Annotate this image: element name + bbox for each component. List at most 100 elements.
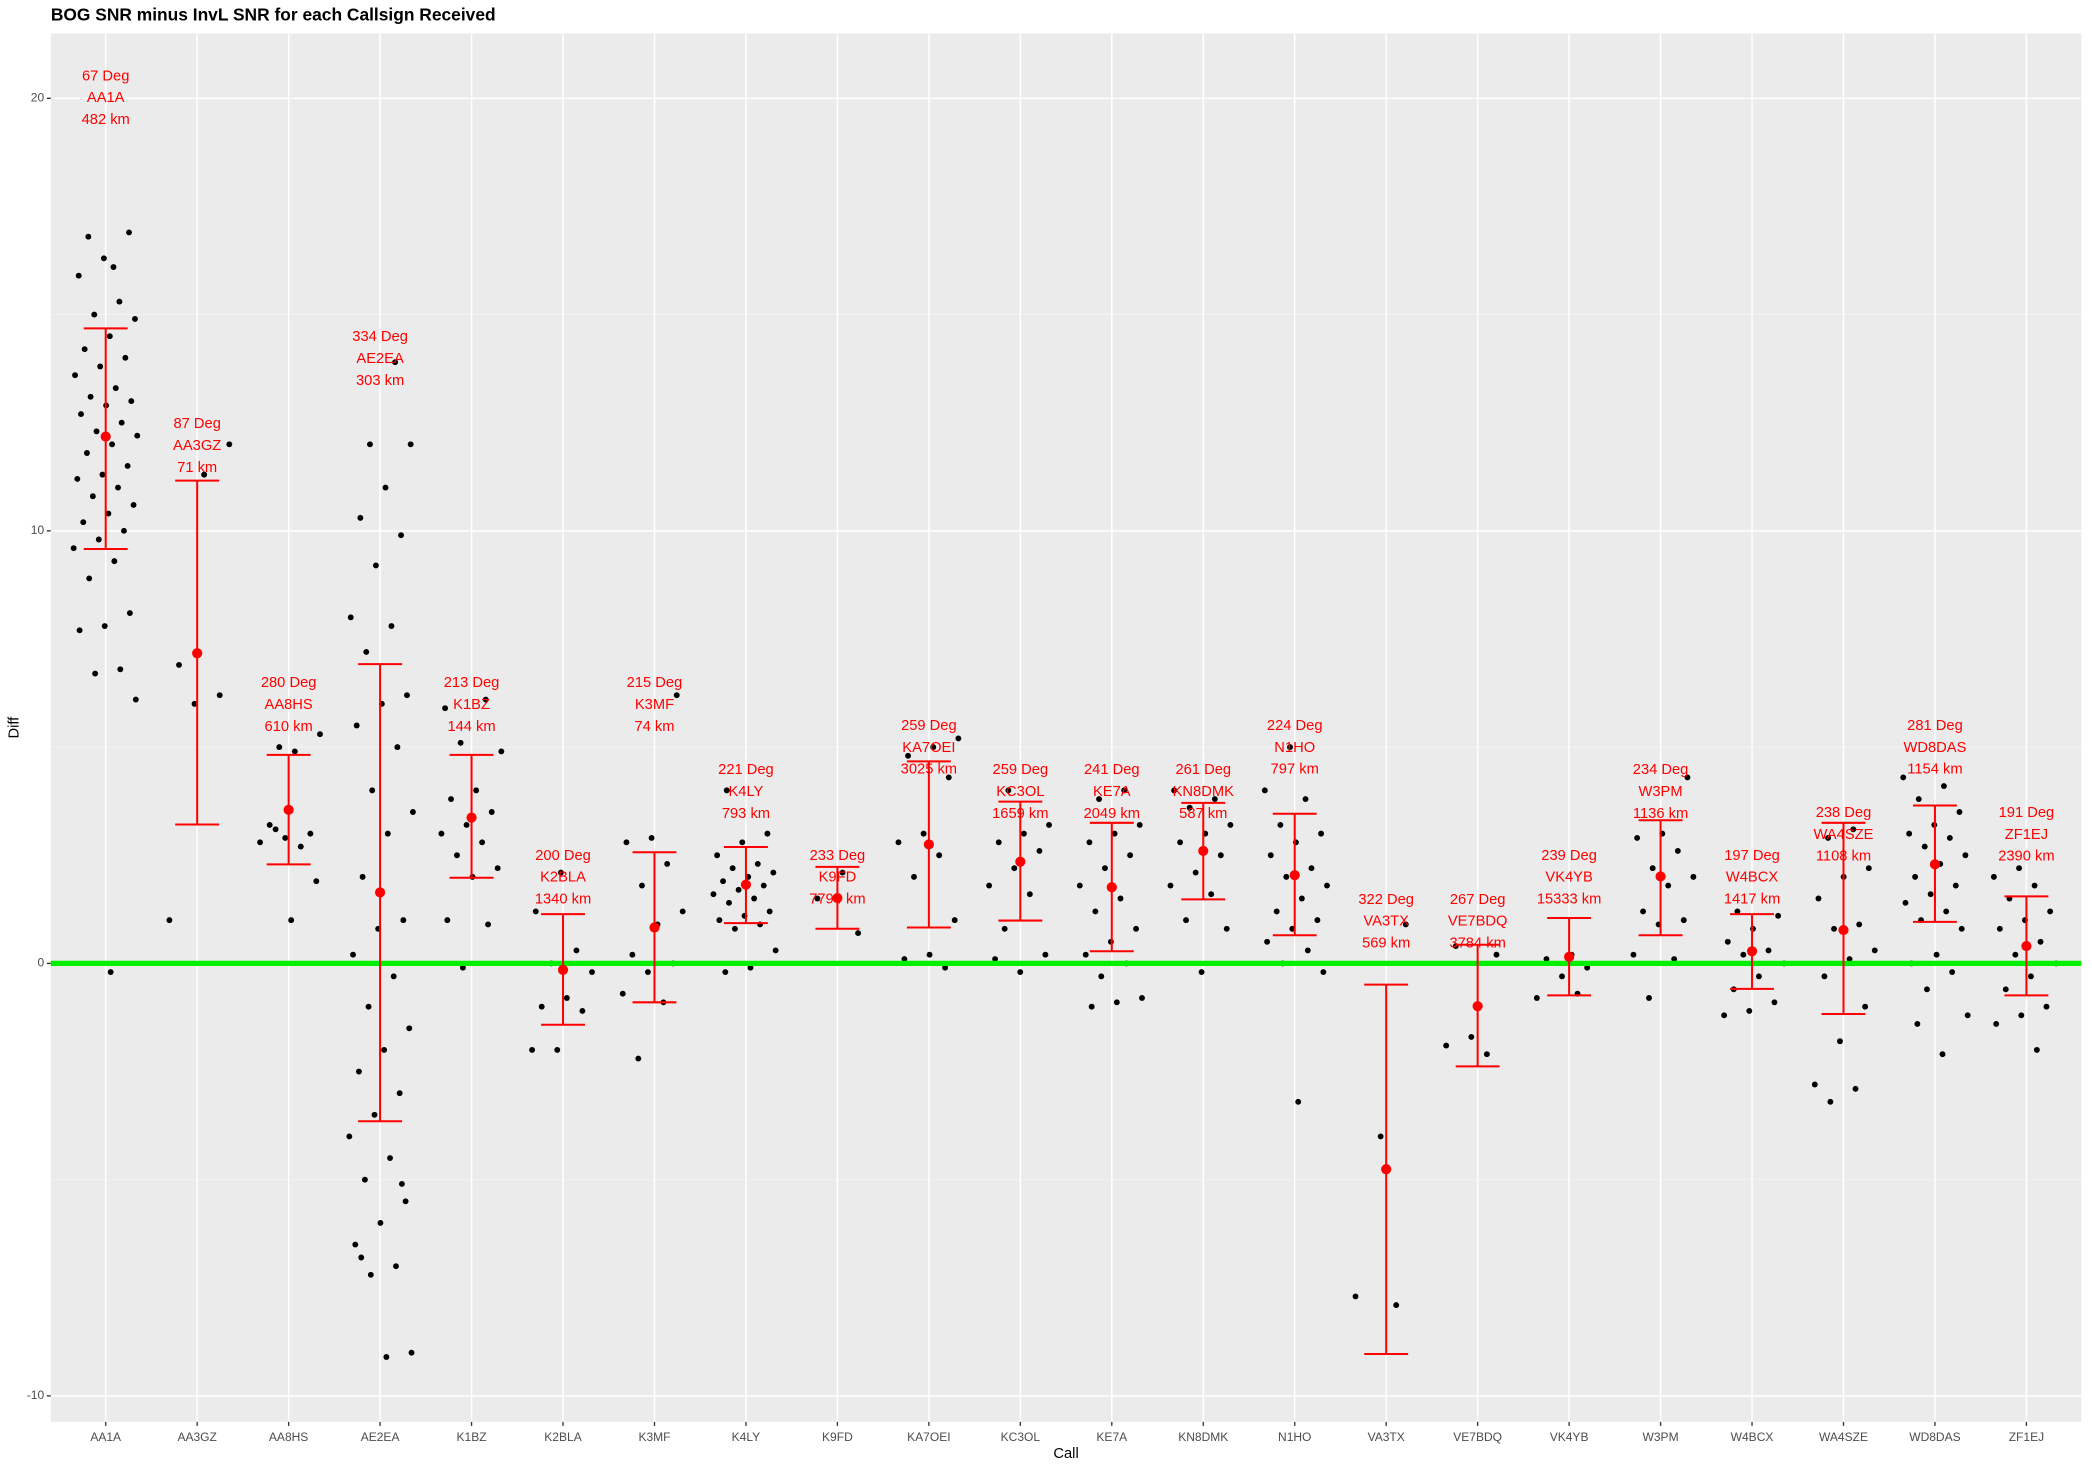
mean-point [1198, 845, 1209, 857]
data-point [473, 787, 480, 794]
data-point [1665, 882, 1672, 889]
x-tick-label: K3MF [638, 1430, 670, 1444]
y-tick-label: 0 [37, 956, 44, 970]
data-point [365, 1003, 372, 1010]
data-point [1046, 822, 1052, 828]
data-point [573, 947, 580, 954]
data-point [1821, 973, 1828, 980]
annotation: 1340 km [535, 891, 591, 907]
data-point [557, 869, 564, 876]
data-point [1684, 774, 1691, 781]
mean-point [1564, 951, 1575, 962]
data-point [1921, 843, 1928, 850]
mean-point [375, 887, 386, 898]
data-point [766, 908, 773, 915]
data-point [1924, 986, 1930, 993]
data-point [1964, 1012, 1971, 1019]
data-point [350, 951, 356, 958]
x-tick-label: K9FD [822, 1430, 853, 1444]
data-point [1649, 865, 1656, 872]
annotation: 3784 km [1449, 936, 1505, 952]
data-point [1096, 796, 1102, 802]
data-point [1940, 783, 1947, 789]
data-point [1298, 895, 1305, 902]
annotation: 15333 km [1537, 891, 1602, 907]
data-point [1183, 917, 1189, 924]
data-point [2043, 1003, 2050, 1010]
data-point [579, 1008, 586, 1014]
data-point [81, 346, 88, 353]
data-point [83, 450, 90, 456]
data-point [1133, 925, 1139, 932]
data-point [116, 298, 123, 305]
data-point [201, 471, 208, 478]
annotation: 610 km [265, 719, 313, 735]
annotation: KE7A [1093, 784, 1131, 800]
data-point [710, 891, 717, 898]
data-point [992, 956, 999, 962]
data-point [93, 428, 100, 435]
annotation: 233 Deg [810, 848, 866, 864]
data-point [95, 536, 102, 543]
data-point [1295, 1098, 1302, 1105]
annotation: 797 km [1271, 762, 1319, 778]
data-point [130, 501, 137, 508]
data-point [995, 839, 1002, 846]
data-point [85, 233, 92, 240]
data-point [112, 385, 119, 392]
x-tick-label: K2BLA [544, 1430, 581, 1444]
data-point [1020, 830, 1027, 837]
data-point [191, 700, 198, 707]
data-point [538, 1003, 545, 1010]
data-point [1721, 1012, 1728, 1019]
data-point [384, 830, 391, 837]
data-point [70, 545, 77, 552]
data-point [1483, 1051, 1490, 1058]
data-point [1198, 969, 1205, 975]
data-point [839, 869, 846, 876]
annotation: K9FD [819, 870, 857, 886]
data-point [1352, 1293, 1359, 1300]
data-point [390, 973, 397, 980]
annotation: K3MF [635, 697, 674, 713]
x-tick-label: K4LY [732, 1430, 761, 1444]
data-point [444, 917, 451, 924]
data-point [166, 917, 173, 924]
annotation: N1HO [1274, 740, 1315, 756]
data-point [106, 333, 113, 340]
data-point [1011, 865, 1018, 872]
data-point [1865, 865, 1872, 872]
mean-point [832, 892, 843, 904]
data-point [1680, 917, 1687, 924]
annotation: K4LY [728, 784, 763, 800]
data-point [2031, 882, 2038, 889]
mean-point [1381, 1164, 1392, 1175]
data-point [346, 1133, 353, 1140]
data-point [402, 1198, 409, 1205]
data-point [1026, 891, 1033, 898]
annotation: 1108 km [1816, 849, 1871, 865]
annotation: 2390 km [1998, 849, 2054, 865]
mean-point [923, 839, 934, 850]
annotation: 71 km [177, 460, 217, 476]
annotation: 200 Deg [535, 848, 591, 864]
data-point [393, 1263, 399, 1270]
data-point [454, 852, 460, 859]
data-point [1320, 969, 1327, 975]
annotation: 261 Deg [1175, 762, 1231, 778]
data-point [282, 835, 289, 841]
annotation: 241 Deg [1084, 762, 1140, 778]
annotation: 259 Deg [901, 718, 957, 734]
mean-point [100, 431, 111, 442]
data-point [398, 1181, 405, 1187]
data-point [367, 441, 373, 448]
annotation: 238 Deg [1816, 805, 1872, 821]
data-point [814, 895, 821, 902]
annotation: 1417 km [1724, 891, 1780, 907]
mean-point [1015, 856, 1026, 867]
data-point [1952, 882, 1959, 889]
data-point [1958, 925, 1965, 932]
data-point [1302, 796, 1309, 802]
data-point [101, 623, 108, 629]
x-tick-label: AA1A [90, 1430, 121, 1444]
